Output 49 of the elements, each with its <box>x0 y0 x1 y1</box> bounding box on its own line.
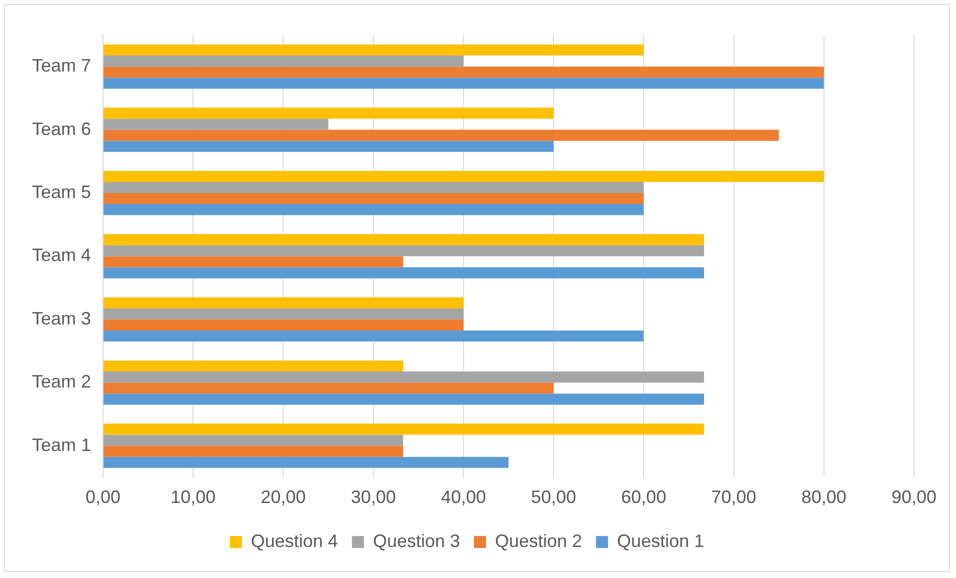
legend-label: Question 4 <box>250 530 338 551</box>
x-tick-label: 40,00 <box>440 487 486 508</box>
bar <box>104 66 824 78</box>
x-tick-label: 80,00 <box>801 487 846 508</box>
y-tick-label: Team 6 <box>32 118 92 139</box>
y-tick-label: Team 4 <box>32 245 92 266</box>
bar <box>104 330 644 342</box>
bar <box>104 267 704 278</box>
x-tick-label: 20,00 <box>260 487 306 508</box>
bar <box>104 360 404 372</box>
x-tick-label: 60,00 <box>621 487 666 508</box>
bar <box>104 108 554 119</box>
x-tick-label: 0,00 <box>86 487 121 508</box>
bar <box>104 78 824 89</box>
bar <box>104 44 644 56</box>
bar <box>104 297 464 308</box>
bar <box>104 170 824 182</box>
x-tick-label: 90,00 <box>891 487 937 508</box>
x-tick-label: 50,00 <box>531 487 576 508</box>
y-tick-label: Team 1 <box>32 434 92 455</box>
bar <box>104 308 464 320</box>
y-tick-label: Team 5 <box>32 182 92 202</box>
x-tick-label: 70,00 <box>711 487 756 508</box>
bar <box>104 382 554 394</box>
y-tick-label: Team 2 <box>32 372 92 392</box>
bar <box>104 234 704 246</box>
x-tick-label: 10,00 <box>170 487 216 508</box>
bar <box>104 204 644 216</box>
x-tick-label: 30,00 <box>350 487 396 508</box>
bar <box>104 130 779 141</box>
bar <box>104 372 704 383</box>
bar <box>104 394 704 405</box>
bar <box>104 256 404 268</box>
legend-label: Question 1 <box>617 530 704 551</box>
bar <box>104 56 464 67</box>
bar <box>104 319 464 330</box>
legend-label: Question 2 <box>495 530 582 551</box>
bar <box>104 434 404 446</box>
legend-label: Question 3 <box>372 530 460 551</box>
bar <box>104 182 644 193</box>
bar <box>104 140 554 152</box>
bar <box>104 245 704 256</box>
bar <box>104 118 328 130</box>
bar <box>104 456 509 468</box>
y-tick-label: Team 3 <box>32 308 92 328</box>
y-tick-label: Team 7 <box>32 56 92 76</box>
bar <box>104 446 404 457</box>
bar <box>104 424 704 435</box>
bar <box>104 193 644 204</box>
